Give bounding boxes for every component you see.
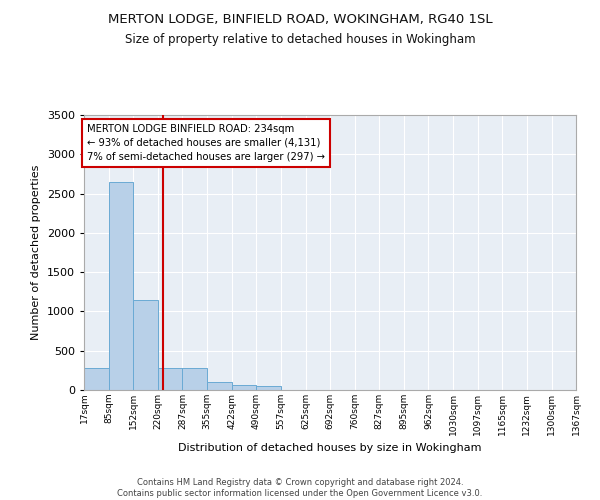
Bar [256,386,281,390]
Bar [232,385,256,390]
Text: MERTON LODGE BINFIELD ROAD: 234sqm
← 93% of detached houses are smaller (4,131)
: MERTON LODGE BINFIELD ROAD: 234sqm ← 93%… [87,124,325,162]
Text: Size of property relative to detached houses in Wokingham: Size of property relative to detached ho… [125,32,475,46]
X-axis label: Distribution of detached houses by size in Wokingham: Distribution of detached houses by size … [178,443,482,453]
Bar [109,182,133,390]
Bar [84,368,109,390]
Text: Contains HM Land Registry data © Crown copyright and database right 2024.
Contai: Contains HM Land Registry data © Crown c… [118,478,482,498]
Bar [182,368,207,390]
Text: MERTON LODGE, BINFIELD ROAD, WOKINGHAM, RG40 1SL: MERTON LODGE, BINFIELD ROAD, WOKINGHAM, … [107,12,493,26]
Y-axis label: Number of detached properties: Number of detached properties [31,165,41,340]
Bar [133,300,158,390]
Bar [158,368,182,390]
Bar [207,382,232,390]
